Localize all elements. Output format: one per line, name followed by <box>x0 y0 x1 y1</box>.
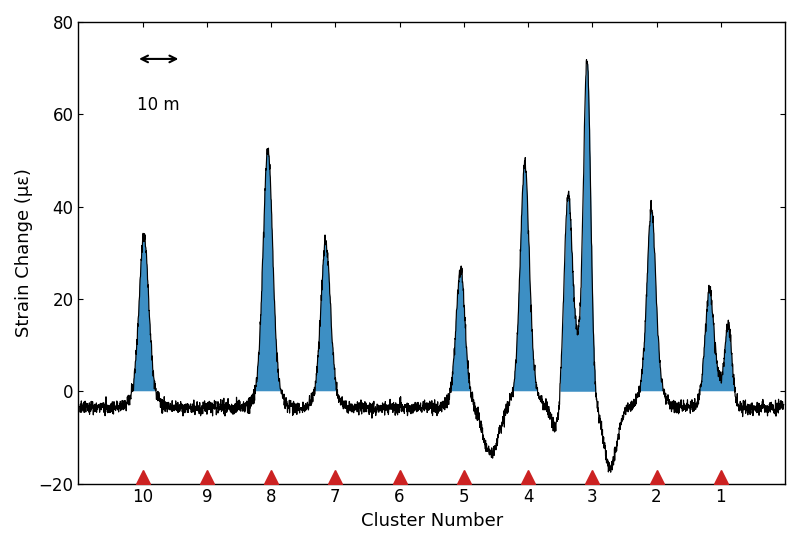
Text: 10 m: 10 m <box>138 96 180 114</box>
Y-axis label: Strain Change (με): Strain Change (με) <box>15 168 33 337</box>
X-axis label: Cluster Number: Cluster Number <box>361 512 503 530</box>
